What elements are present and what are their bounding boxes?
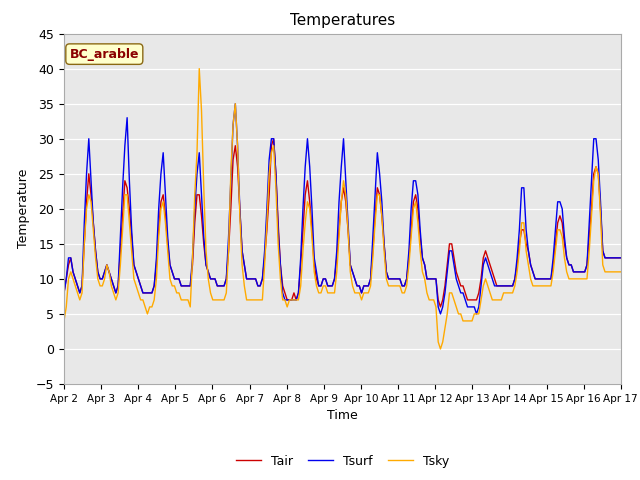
Tair <box>303 178 311 184</box>
X-axis label: Time: Time <box>327 409 358 422</box>
Tsurf <box>436 311 444 317</box>
Tsurf <box>484 262 492 268</box>
Tsky <box>340 178 348 184</box>
Tsurf <box>617 255 625 261</box>
Line: Tsurf: Tsurf <box>64 104 621 314</box>
Tsky <box>436 346 444 352</box>
Tsurf <box>232 101 239 107</box>
Tair <box>617 255 625 261</box>
Y-axis label: Temperature: Temperature <box>17 169 30 249</box>
Tsky <box>303 199 311 204</box>
Tsky <box>527 276 534 282</box>
Tsurf <box>527 262 534 268</box>
Tair <box>484 255 492 261</box>
Tsky <box>484 283 492 289</box>
Tsurf <box>303 136 311 142</box>
Tsky <box>60 318 68 324</box>
Legend: Tair, Tsurf, Tsky: Tair, Tsurf, Tsky <box>231 450 454 473</box>
Tsurf <box>340 136 348 142</box>
Tair <box>436 304 444 310</box>
Title: Temperatures: Temperatures <box>290 13 395 28</box>
Tsky <box>195 66 203 72</box>
Tsky <box>549 269 557 275</box>
Tair <box>270 136 278 142</box>
Tair <box>527 262 534 268</box>
Text: BC_arable: BC_arable <box>70 48 139 60</box>
Line: Tair: Tair <box>64 139 621 307</box>
Tair <box>340 185 348 191</box>
Tsky <box>601 269 609 275</box>
Line: Tsky: Tsky <box>64 69 621 349</box>
Tsurf <box>601 255 609 261</box>
Tsky <box>617 269 625 275</box>
Tair <box>60 290 68 296</box>
Tsurf <box>549 255 557 261</box>
Tsurf <box>60 290 68 296</box>
Tair <box>601 255 609 261</box>
Tair <box>549 262 557 268</box>
